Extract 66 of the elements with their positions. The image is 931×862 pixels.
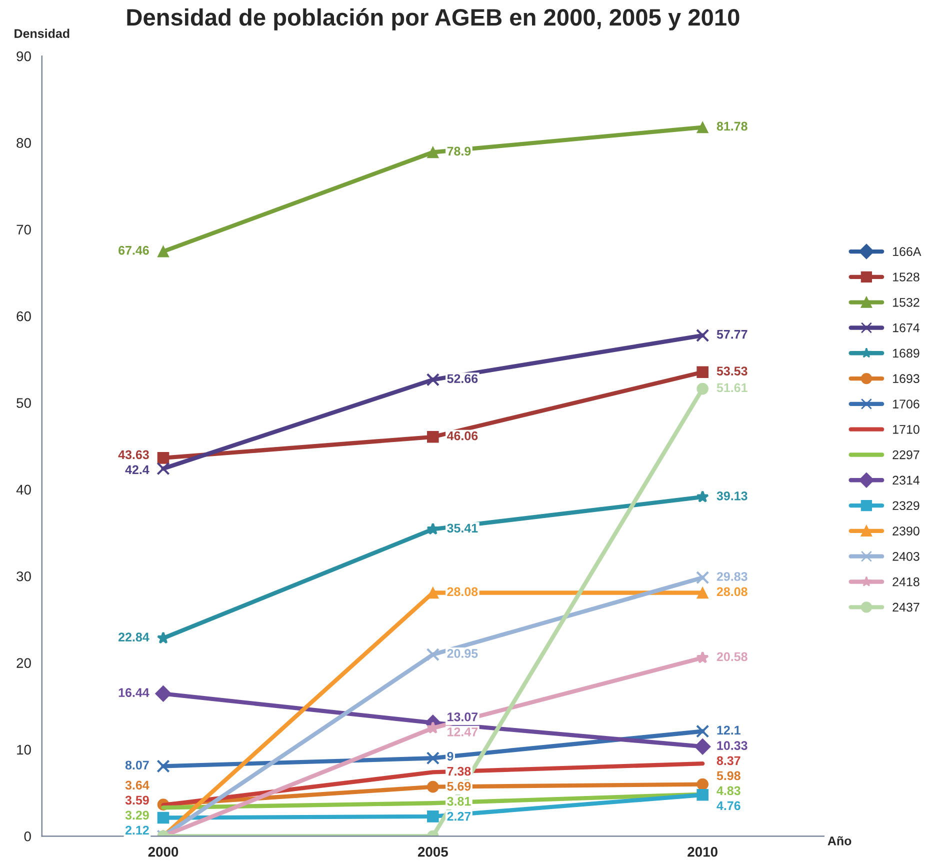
y-tick-label: 20 — [16, 658, 31, 668]
data-label: 78.9 — [447, 146, 471, 156]
legend-label: 2390 — [892, 526, 920, 536]
data-label: 35.41 — [447, 524, 478, 533]
legend-label: 1689 — [893, 348, 920, 358]
data-label: 5.69 — [447, 782, 471, 791]
data-label: 3.29 — [125, 810, 149, 820]
chart-title: Densidad de población por AGEB en 2000, 2005 y 2010 — [127, 8, 740, 30]
data-label: 22.84 — [118, 632, 150, 642]
legend-label: 1710 — [893, 424, 920, 434]
data-label: 3.59 — [125, 796, 149, 805]
data-label: 20.95 — [447, 649, 478, 658]
data-label: 20.58 — [716, 652, 748, 662]
x-tick-label: 2010 — [688, 846, 718, 857]
data-label: 10.33 — [717, 741, 748, 750]
data-label: 29.83 — [716, 572, 748, 581]
y-tick-label: 0 — [24, 831, 31, 842]
data-label: 12.47 — [448, 727, 478, 736]
data-label: 9 — [447, 752, 454, 761]
data-label: 12.1 — [717, 726, 740, 734]
y-tick-label: 60 — [16, 311, 31, 322]
data-label: 51.61 — [716, 383, 748, 392]
data-label: 81.78 — [716, 122, 748, 131]
data-label: 3.64 — [125, 780, 150, 790]
data-label: 52.66 — [447, 374, 478, 384]
data-label: 67.46 — [118, 246, 149, 255]
data-label: 8.07 — [125, 760, 149, 770]
legend-label: 2314 — [892, 476, 920, 485]
data-label: 39.13 — [716, 491, 748, 500]
legend-label: 2437 — [892, 602, 920, 612]
data-label: 5.98 — [716, 771, 740, 780]
y-tick-label: 50 — [16, 398, 31, 408]
legend-label: 2403 — [892, 552, 920, 561]
data-label: 28.08 — [716, 587, 748, 596]
data-label: 16.44 — [118, 688, 150, 697]
legend-label: 2297 — [892, 450, 920, 460]
data-label: 13.07 — [448, 712, 478, 722]
data-label: 2.12 — [125, 826, 149, 834]
data-label: 8.37 — [716, 756, 740, 766]
data-label: 42.4 — [125, 465, 150, 474]
y-tick-label: 90 — [16, 51, 31, 62]
y-axis-title: Densidad — [14, 28, 70, 38]
x-axis-title: Año — [828, 836, 852, 846]
y-tick-label: 40 — [16, 484, 31, 495]
y-tick-label: 30 — [16, 571, 31, 582]
y-tick-label: 80 — [16, 138, 31, 148]
data-label: 57.77 — [716, 330, 748, 339]
legend-label: 1693 — [893, 374, 920, 384]
y-tick-label: 70 — [16, 224, 31, 235]
legend-label: 1706 — [893, 400, 920, 408]
data-label: 46.06 — [446, 431, 478, 440]
data-label: 4.83 — [716, 786, 740, 796]
legend-label: 1528 — [893, 272, 920, 282]
data-label: 53.53 — [716, 366, 748, 376]
data-label: 43.63 — [118, 450, 149, 460]
legend-label: 2329 — [892, 501, 920, 510]
data-label: 2.27 — [447, 812, 471, 821]
legend-label: 1674 — [893, 323, 920, 332]
x-tick-label: 2000 — [148, 846, 178, 857]
legend-label: 2418 — [892, 577, 920, 586]
legend-label: 166A — [893, 247, 922, 256]
data-label: 28.08 — [447, 587, 478, 596]
legend-label: 1532 — [893, 298, 920, 307]
data-label: 4.76 — [716, 801, 740, 810]
x-tick-label: 2005 — [418, 846, 448, 857]
y-tick-label: 10 — [17, 744, 31, 755]
